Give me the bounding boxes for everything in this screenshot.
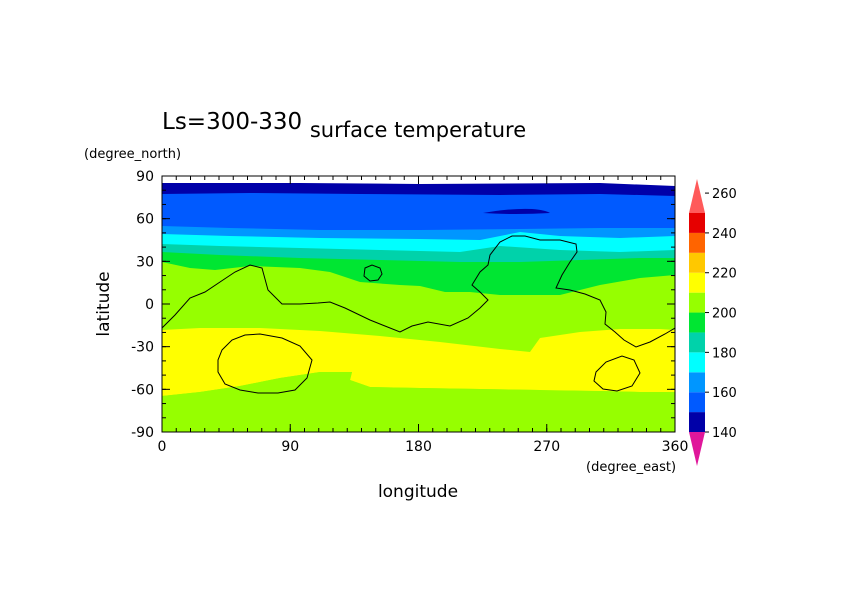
colorbar-bin	[689, 292, 705, 313]
colorbar-tick-label: 240	[712, 227, 737, 242]
y-tick-label: 0	[145, 297, 154, 313]
contour-north-boundary	[162, 235, 675, 348]
colorbar-tick-label: 260	[712, 187, 737, 202]
colorbar-bin	[689, 392, 705, 413]
colorbar-tick-label: 160	[712, 386, 737, 401]
x-tick-label: 90	[281, 439, 299, 455]
colorbar-bin	[689, 412, 705, 432]
colorbar-bin	[689, 272, 705, 293]
y-tick-label: 30	[136, 254, 154, 270]
colorbar-bin	[689, 352, 705, 373]
y-tick-label: -90	[131, 425, 154, 441]
x-tick-label: 360	[662, 439, 689, 455]
x-tick-label: 0	[158, 439, 167, 455]
y-tick-label: 90	[136, 169, 154, 185]
axis-ticks	[161, 175, 676, 433]
colorbar-over-arrow	[689, 179, 705, 213]
colorbar-tick-label: 220	[712, 267, 737, 282]
cold-patch-north	[483, 208, 550, 214]
topography-contours	[162, 235, 675, 394]
x-tick-labels: 0 90 180 270 360	[158, 439, 689, 455]
contour-tharsis-bump	[363, 264, 383, 282]
x-tick-label: 270	[533, 439, 560, 455]
y-axis-label: latitude	[94, 271, 114, 336]
band-lat-neg90-neg60	[162, 372, 675, 432]
colorbar-bin	[689, 232, 705, 253]
colorbar-tick-label: 140	[712, 426, 737, 441]
y-units-label: (degree_north)	[84, 147, 181, 162]
colorbar-bin	[689, 252, 705, 273]
chart-subtitle: Ls=300-330	[162, 109, 302, 135]
chart-title: surface temperature	[310, 118, 526, 142]
contour-hellas-basin	[217, 333, 313, 394]
colorbar-under-arrow	[689, 432, 705, 466]
contour-argyre-basin	[593, 355, 641, 392]
colorbar-bin	[689, 332, 705, 353]
colorbar-bin	[689, 312, 705, 333]
colorbar-bin	[689, 372, 705, 393]
y-tick-label: 60	[136, 212, 154, 228]
x-tick-label: 180	[405, 439, 432, 455]
y-tick-label: -60	[131, 382, 154, 398]
y-tick-label: -30	[131, 340, 154, 356]
band-lat-neg60-neg20-east-patch	[530, 350, 675, 392]
colorbar-tick-label: 200	[712, 307, 737, 322]
colorbar-bin	[689, 213, 705, 233]
plot-area	[162, 176, 675, 432]
colorbar-tick-labels: 140 160 180 200 220 240 260	[712, 187, 737, 441]
y-tick-labels: 90 60 30 0 -30 -60 -90	[131, 169, 154, 441]
colorbar-tick-label: 180	[712, 346, 737, 361]
colorbar	[689, 179, 709, 466]
x-units-label: (degree_east)	[586, 460, 676, 475]
x-axis-label: longitude	[378, 482, 458, 502]
